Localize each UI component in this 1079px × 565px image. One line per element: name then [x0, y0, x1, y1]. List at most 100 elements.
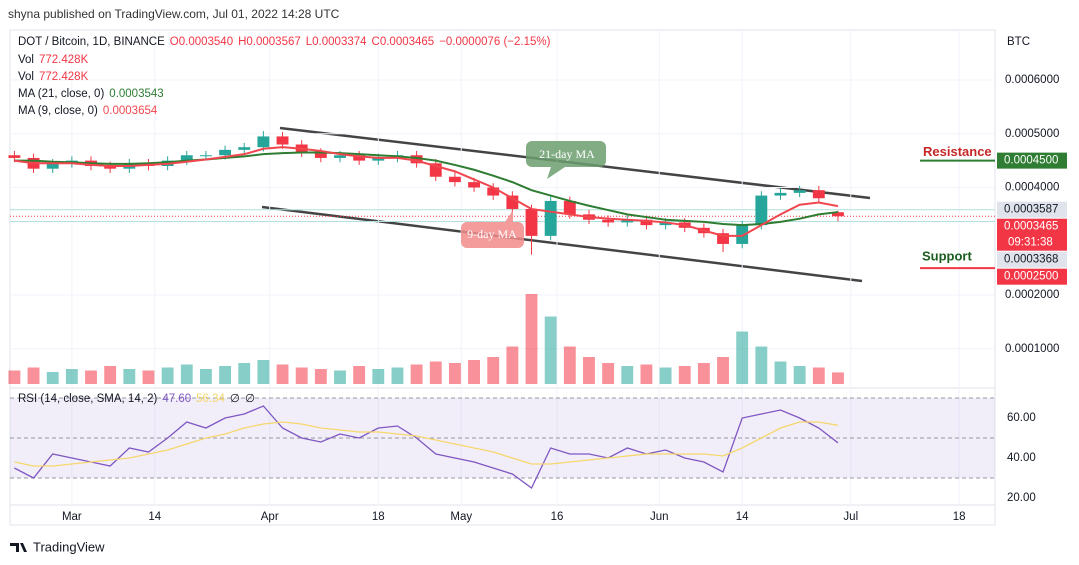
- volume-bar: [238, 363, 251, 384]
- rsi-na: ∅: [230, 393, 240, 405]
- volume-bar: [334, 370, 346, 384]
- candle-body: [659, 222, 672, 226]
- candle-body: [334, 155, 346, 158]
- volume-bar: [832, 372, 844, 384]
- ma21-legend: MA (21, close, 0): [18, 88, 104, 100]
- countdown: 09:31:38: [1008, 237, 1053, 249]
- volume-legend: Vol: [18, 71, 34, 83]
- rsi-tick-label: 60.00: [1007, 412, 1036, 424]
- volume-bar: [410, 364, 423, 384]
- volume-bar: [563, 346, 576, 384]
- price-tag: [997, 268, 1067, 285]
- ma21-value: 0.0003543: [109, 88, 163, 100]
- candle-body: [832, 212, 844, 217]
- x-tick-label: May: [450, 511, 472, 523]
- volume-bar: [774, 361, 787, 384]
- candle-body: [8, 155, 21, 158]
- logo-icon: [10, 543, 27, 552]
- volume-bar: [429, 361, 442, 384]
- volume-bar: [8, 370, 21, 384]
- candle-body: [429, 163, 442, 177]
- ma9-legend: MA (9, close, 0): [18, 105, 98, 117]
- resistance-label: Resistance: [923, 144, 992, 159]
- rsi-value: 47.60: [162, 393, 191, 405]
- rsi-na: ∅: [245, 393, 255, 405]
- volume-bar: [314, 369, 327, 384]
- candle-body: [755, 195, 768, 226]
- volume-bar: [46, 372, 59, 384]
- ma-line: [14, 151, 839, 227]
- ohlc-open: O0.0003540: [170, 36, 233, 48]
- rsi-line: [14, 405, 839, 489]
- candle-body: [180, 155, 193, 161]
- ohlc-low: L0.0003374: [306, 36, 367, 48]
- callout-ma9-label: 9-day MA: [467, 227, 517, 241]
- volume-bar: [161, 367, 174, 384]
- volume-bar: [123, 369, 136, 384]
- volume-bar: [219, 366, 232, 384]
- ma-line: [14, 146, 839, 237]
- volume-bar: [506, 346, 519, 384]
- candle-body: [544, 200, 557, 236]
- volume-bar: [142, 370, 155, 384]
- volume-bar: [65, 369, 78, 384]
- volume-bar: [468, 360, 480, 384]
- rsi-legend: RSI (14, close, SMA, 14, 2): [18, 393, 158, 405]
- candle-body: [448, 176, 461, 183]
- volume-bar: [717, 357, 729, 384]
- y-tick-label: 0.0001000: [1005, 343, 1059, 355]
- y-tick-label: 0.0004000: [1005, 182, 1059, 194]
- candle-body: [353, 155, 366, 161]
- volume-legend: Vol: [18, 54, 34, 66]
- volume-bar: [544, 316, 557, 384]
- volume-bar: [295, 367, 308, 384]
- ma9-value: 0.0003654: [103, 105, 158, 117]
- ohlc-high: H0.0003567: [238, 36, 301, 48]
- candle-body: [46, 163, 59, 169]
- rsi-line: [14, 421, 839, 467]
- volume-bar: [678, 366, 691, 384]
- candle-body: [199, 155, 212, 157]
- volume-bar: [448, 363, 461, 384]
- volume-bar: [640, 364, 653, 384]
- volume-bar: [697, 363, 710, 384]
- candle-body: [276, 136, 289, 145]
- callout-ma21-label: 21-day MA: [539, 147, 595, 161]
- volume-bar: [487, 357, 500, 384]
- x-tick-label: Jul: [843, 511, 858, 523]
- footer-logo: TradingView: [33, 539, 105, 554]
- price-tag-label: 0.0002500: [1004, 271, 1058, 283]
- candle-body: [774, 192, 787, 196]
- ohlc-close: C0.0003465: [372, 36, 435, 48]
- x-tick-label: Apr: [261, 511, 279, 523]
- price-tag: [997, 251, 1067, 268]
- volume-bar: [583, 357, 595, 384]
- x-tick-label: Jun: [650, 511, 669, 523]
- volume-bar: [199, 369, 212, 384]
- price-tag-label: 0.0003465: [1004, 221, 1058, 233]
- y-tick-label: 0.0002000: [1005, 289, 1059, 301]
- candle-body: [487, 187, 500, 196]
- plot-frame: [9, 29, 996, 526]
- rsi-tick-label: 20.00: [1007, 492, 1036, 504]
- callout-ma21: [526, 141, 606, 179]
- candle-body: [717, 233, 729, 244]
- candle-body: [506, 195, 519, 209]
- candle-body: [736, 225, 749, 244]
- candle-body: [468, 182, 480, 188]
- price-tag: [997, 152, 1067, 169]
- callout-ma9: [461, 210, 524, 248]
- price-tag-label: 0.0003587: [1004, 204, 1058, 216]
- volume-bar: [659, 367, 672, 384]
- x-tick-label: 14: [148, 511, 161, 523]
- x-tick-label: 18: [953, 511, 966, 523]
- candle-body: [238, 147, 251, 150]
- volume-bar: [391, 367, 404, 384]
- volume-bar: [621, 366, 634, 384]
- candle-body: [410, 155, 423, 164]
- candle-body: [793, 190, 806, 193]
- volume-value: 772.428K: [39, 54, 89, 66]
- price-tag: [997, 218, 1067, 251]
